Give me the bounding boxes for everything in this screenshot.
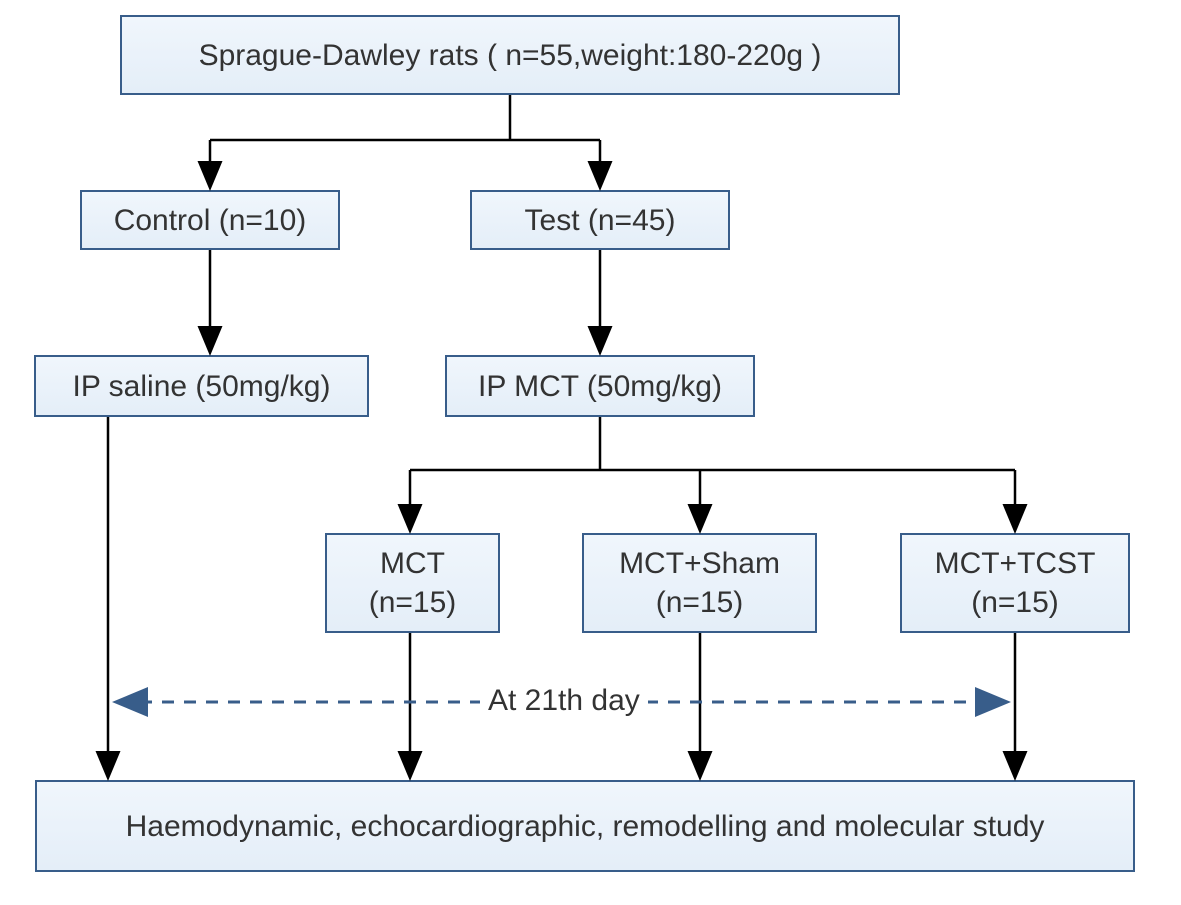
dashed-day-label: At 21th day <box>480 684 648 718</box>
edges <box>0 0 1181 905</box>
